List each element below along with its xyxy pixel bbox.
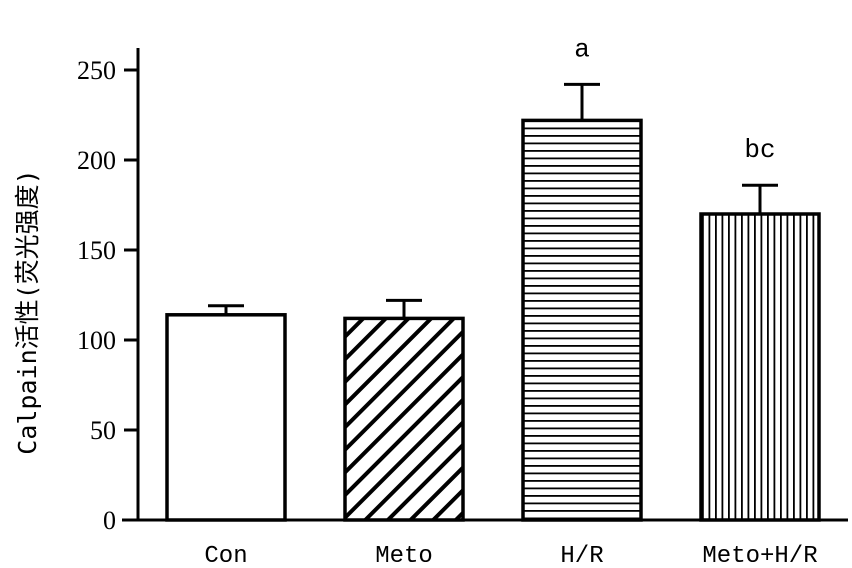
bar-meto <box>343 316 465 522</box>
y-tick-label: 150 <box>77 236 116 265</box>
bars-group <box>165 82 821 522</box>
bar-con <box>165 313 287 522</box>
y-axis-label: Calpain活性(荧光强度) <box>13 169 42 454</box>
significance-label: bc <box>744 135 775 165</box>
bar-h-r <box>521 118 643 522</box>
x-tick-label: Con <box>204 543 247 568</box>
y-tick-label: 250 <box>77 56 116 85</box>
x-tick-label: Meto+H/R <box>702 543 817 568</box>
significance-label: a <box>574 34 590 64</box>
y-tick-label: 0 <box>103 506 116 535</box>
y-tick-label: 100 <box>77 326 116 355</box>
x-tick-label: H/R <box>560 543 603 568</box>
bar-meto-h-r <box>699 212 821 522</box>
labels-group: 0 50 100 150 200 250 Calpain活性(荧光强度) Con Meto H/R… <box>13 34 818 568</box>
x-tick-label: Meto <box>375 543 433 568</box>
y-tick-label: 200 <box>77 146 116 175</box>
y-tick-label: 50 <box>90 416 116 445</box>
